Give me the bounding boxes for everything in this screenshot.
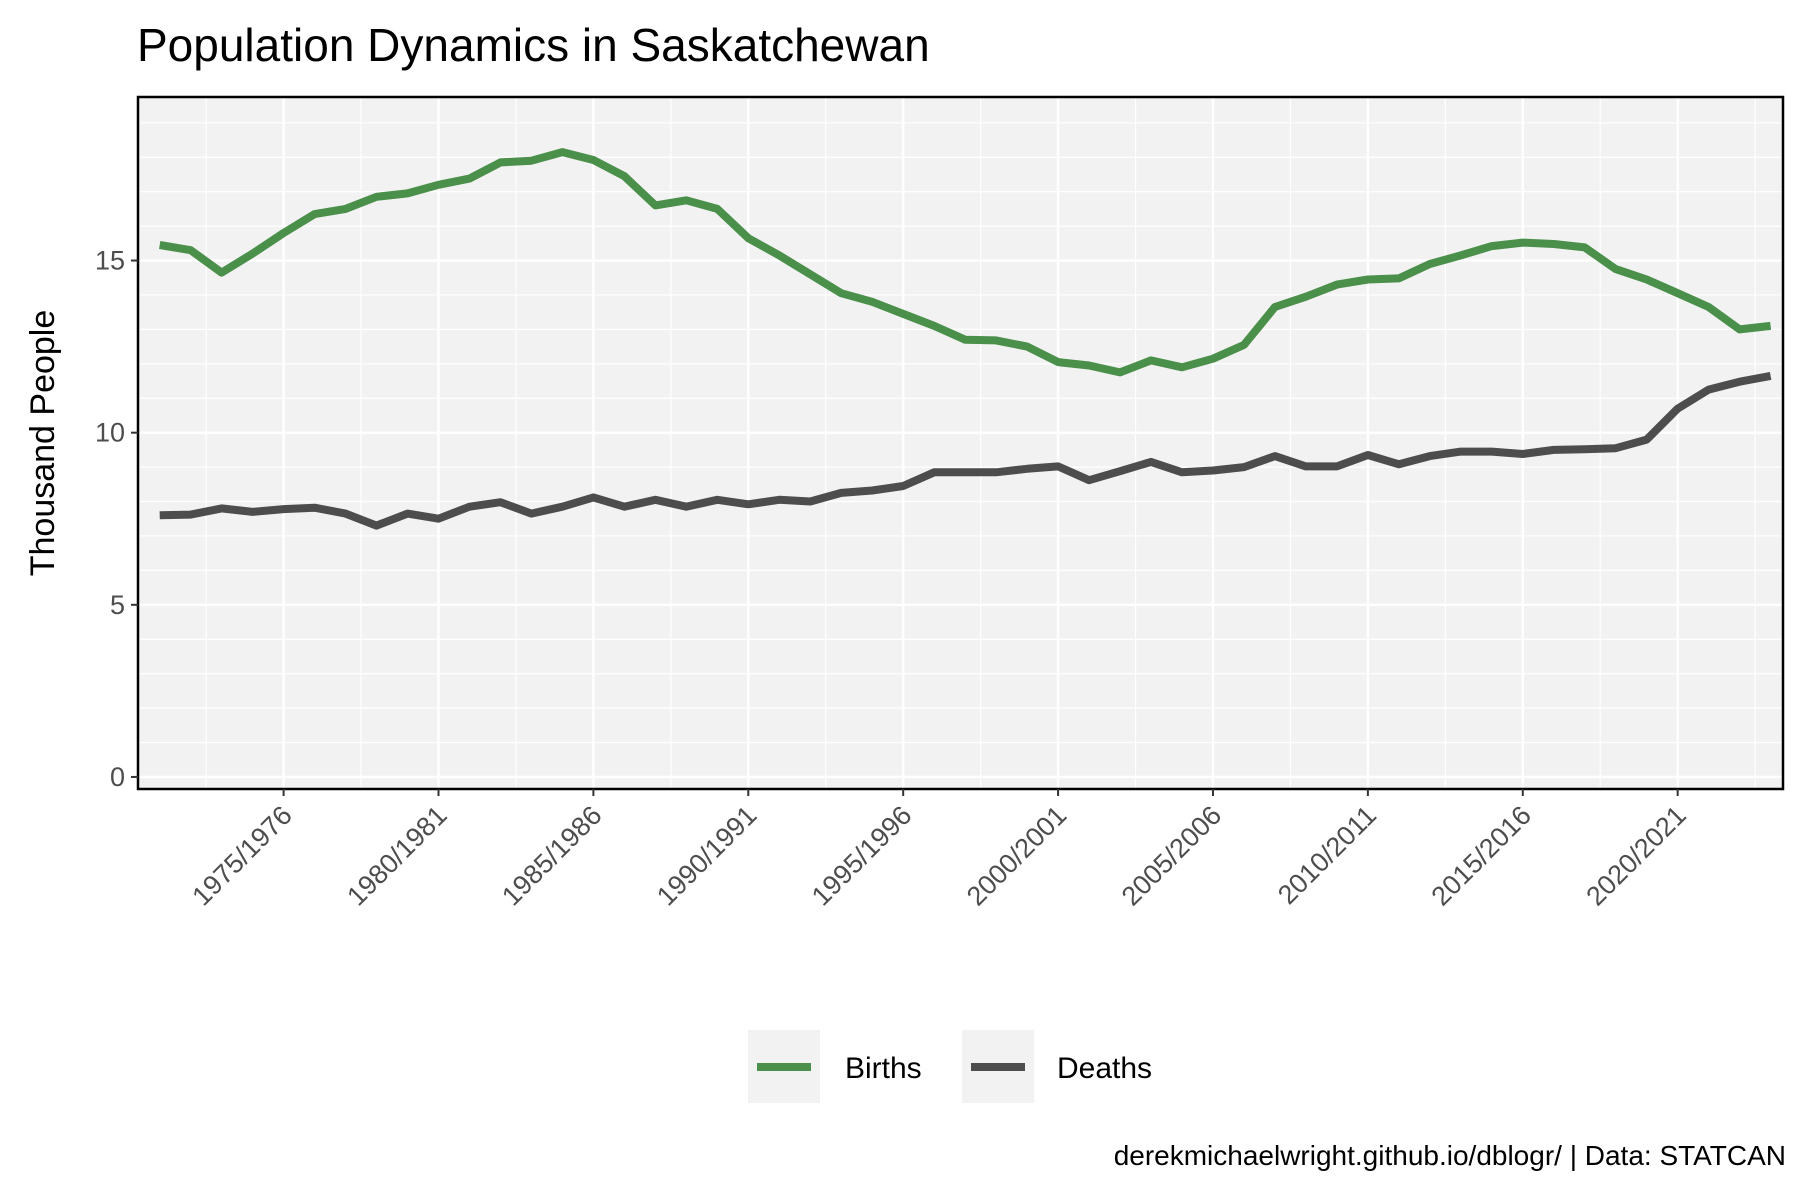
y-axis: 0 5 10 15: [95, 246, 138, 792]
minor-gridlines: [138, 97, 1783, 789]
series-lines: [159, 148, 1772, 530]
x-tick-label: 1995/1996: [806, 800, 917, 911]
legend-label: Deaths: [1057, 1052, 1152, 1085]
chart-caption: derekmichaelwright.github.io/dblogr/ | D…: [1113, 1140, 1786, 1171]
legend-item-deaths: Deaths: [962, 1030, 1152, 1103]
series-line-births: [159, 148, 1772, 377]
x-tick-label: 2005/2006: [1116, 800, 1227, 911]
major-gridlines: [138, 97, 1783, 789]
x-tick-label: 1985/1986: [496, 800, 607, 911]
plot-border: [136, 95, 1785, 791]
y-axis-title: Thousand People: [24, 310, 62, 577]
x-tick-label: 1990/1991: [651, 800, 762, 911]
x-tick-label: 2000/2001: [961, 800, 1072, 911]
legend: Births Deaths: [748, 1030, 1152, 1103]
x-tick-label: 2020/2021: [1580, 800, 1691, 911]
x-tick-label: 2015/2016: [1426, 800, 1537, 911]
x-tick-label: 1980/1981: [341, 800, 452, 911]
plot-panel: [138, 97, 1783, 789]
x-tick-label: 1975/1976: [186, 800, 297, 911]
y-tick-label: 0: [110, 762, 125, 792]
y-tick-label: 10: [95, 418, 125, 448]
x-tick-label: 2010/2011: [1272, 800, 1382, 910]
y-tick-label: 15: [95, 246, 125, 276]
y-tick-label: 5: [110, 590, 125, 620]
legend-item-births: Births: [748, 1030, 922, 1103]
chart-title: Population Dynamics in Saskatchewan: [137, 19, 930, 71]
x-axis: 1975/1976 1980/1981 1985/1986 1990/1991 1995…: [186, 789, 1692, 911]
legend-label: Births: [845, 1052, 922, 1085]
series-line-deaths: [159, 371, 1772, 530]
